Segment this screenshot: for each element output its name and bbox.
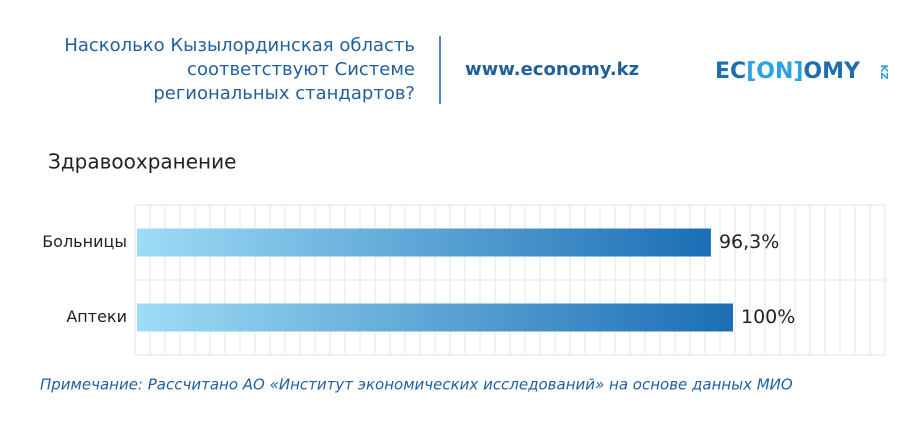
category-label: Аптеки [66,307,127,326]
value-label: 96,3% [719,231,779,253]
note: Примечание: Рассчитано АО «Институт экон… [40,376,793,394]
site: www.economy.kz [465,59,639,80]
value-label: 100% [741,306,795,328]
category-label: Больницы [42,232,127,251]
logo-part: EC [715,59,746,84]
title-line: Насколько Кызылординская область [64,35,415,56]
title-line: региональных стандартов? [153,83,415,104]
subtitle: Здравоохранение [48,150,236,174]
logo-kz: KZ [878,65,889,80]
bar [137,303,733,332]
title-line: соответствуют Системе [187,59,415,80]
logo-part: [ON] [746,59,803,84]
grid [134,204,886,356]
bar [137,228,711,257]
logo-part: OMY [803,59,861,84]
logo: EC[ON]OMY [715,59,861,84]
